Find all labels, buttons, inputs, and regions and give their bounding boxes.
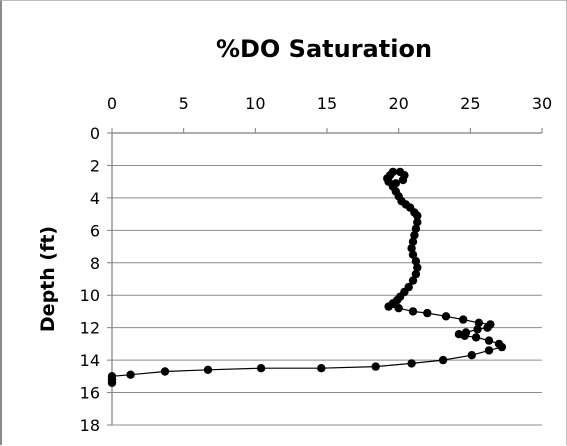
y-tick-label: 14 bbox=[80, 351, 100, 370]
x-tick-labels: 0 5 10 15 20 25 30 bbox=[107, 94, 552, 113]
gridlines bbox=[112, 164, 542, 426]
data-point bbox=[410, 231, 419, 240]
data-point bbox=[438, 355, 448, 365]
data-point bbox=[483, 323, 492, 332]
data-point bbox=[413, 211, 422, 220]
y-tick-label: 0 bbox=[90, 124, 100, 143]
data-point bbox=[497, 342, 507, 352]
data-point bbox=[413, 218, 422, 227]
data-points bbox=[107, 167, 507, 387]
data-point bbox=[126, 370, 135, 379]
data-point bbox=[413, 263, 422, 272]
y-tick-label: 6 bbox=[90, 221, 100, 240]
data-point bbox=[384, 302, 393, 311]
y-tick-label: 2 bbox=[90, 156, 100, 175]
data-point bbox=[408, 250, 418, 259]
data-point bbox=[388, 167, 398, 177]
data-point bbox=[459, 315, 468, 324]
data-point bbox=[473, 325, 482, 334]
y-axis-label: Depth (ft) bbox=[37, 226, 59, 332]
data-point bbox=[441, 312, 451, 321]
x-tick-label: 15 bbox=[317, 94, 337, 113]
chart-title: %DO Saturation bbox=[216, 35, 432, 63]
x-tick-label: 5 bbox=[179, 94, 189, 113]
data-point bbox=[411, 224, 421, 233]
y-tick-label: 12 bbox=[80, 319, 100, 338]
series-line bbox=[111, 171, 504, 383]
data-point bbox=[160, 367, 170, 376]
data-point bbox=[407, 244, 416, 253]
y-tick-label: 4 bbox=[90, 189, 100, 208]
data-point bbox=[460, 331, 469, 340]
data-point bbox=[408, 237, 418, 246]
data-point bbox=[398, 175, 408, 185]
data-point bbox=[408, 307, 418, 316]
axes bbox=[107, 128, 543, 426]
y-tick-label: 16 bbox=[80, 384, 100, 403]
data-point bbox=[407, 359, 416, 368]
data-point bbox=[107, 378, 117, 387]
data-point bbox=[484, 336, 494, 345]
data-point bbox=[411, 257, 421, 266]
data-point bbox=[371, 362, 380, 371]
x-tick-label: 25 bbox=[460, 94, 480, 113]
data-point bbox=[411, 269, 421, 279]
data-point bbox=[408, 276, 418, 285]
y-tick-label: 8 bbox=[90, 254, 100, 273]
data-point bbox=[471, 333, 481, 342]
x-tick-label: 10 bbox=[245, 94, 265, 113]
data-point bbox=[394, 304, 403, 313]
data-point bbox=[484, 346, 494, 355]
y-tick-label: 10 bbox=[80, 286, 100, 305]
x-tick-label: 0 bbox=[107, 94, 117, 113]
y-tick-label: 18 bbox=[80, 416, 100, 435]
x-tick-label: 20 bbox=[388, 94, 408, 113]
data-point bbox=[383, 174, 392, 183]
data-point bbox=[317, 364, 326, 373]
data-point bbox=[423, 308, 432, 318]
data-point bbox=[474, 318, 484, 327]
y-tick-labels: 0 2 4 6 8 10 12 14 16 18 bbox=[80, 124, 100, 435]
data-point bbox=[256, 364, 266, 373]
x-tick-label: 30 bbox=[532, 94, 552, 113]
data-point bbox=[467, 351, 476, 360]
data-point bbox=[203, 365, 213, 374]
